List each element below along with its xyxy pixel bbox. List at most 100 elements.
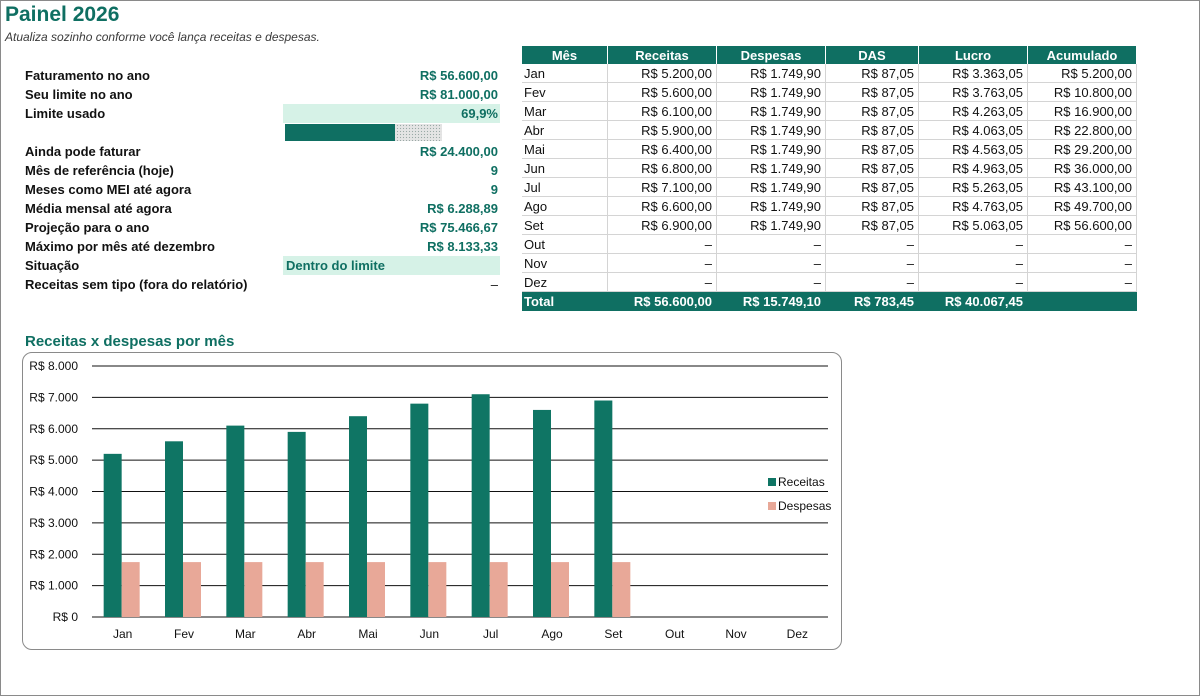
cell-lucro[interactable]: R$ 4.963,05 — [918, 158, 1028, 178]
header-acumulado[interactable]: Acumulado — [1027, 46, 1137, 64]
summary-value-faturamento[interactable]: R$ 56.600,00 — [419, 68, 498, 83]
cell-acumulado[interactable]: R$ 49.700,00 — [1027, 196, 1137, 216]
cell-receitas[interactable]: R$ 7.100,00 — [607, 177, 717, 197]
cell-das[interactable]: R$ 87,05 — [825, 82, 919, 102]
summary-value-limite[interactable]: R$ 81.000,00 — [419, 87, 498, 102]
summary-value-receitas-sem-tipo[interactable]: – — [490, 277, 498, 292]
cell-lucro[interactable]: R$ 4.763,05 — [918, 196, 1028, 216]
cell-despesas[interactable]: R$ 1.749,90 — [716, 82, 826, 102]
summary-value-projecao[interactable]: R$ 75.466,67 — [419, 220, 498, 235]
total-mes[interactable]: Total — [522, 291, 608, 311]
cell-lucro[interactable]: R$ 4.263,05 — [918, 101, 1028, 121]
cell-acumulado[interactable]: R$ 22.800,00 — [1027, 120, 1137, 140]
cell-acumulado[interactable]: R$ 10.800,00 — [1027, 82, 1137, 102]
cell-lucro[interactable]: R$ 5.263,05 — [918, 177, 1028, 197]
cell-mes[interactable]: Fev — [522, 82, 608, 102]
cell-mes[interactable]: Dez — [522, 272, 608, 292]
header-das[interactable]: DAS — [825, 46, 919, 64]
cell-lucro[interactable]: R$ 5.063,05 — [918, 215, 1028, 235]
cell-receitas[interactable]: R$ 6.400,00 — [607, 139, 717, 159]
cell-acumulado[interactable]: R$ 29.200,00 — [1027, 139, 1137, 159]
cell-mes[interactable]: Nov — [522, 253, 608, 273]
header-lucro[interactable]: Lucro — [918, 46, 1028, 64]
cell-despesas[interactable]: – — [716, 234, 826, 254]
cell-acumulado[interactable]: R$ 36.000,00 — [1027, 158, 1137, 178]
cell-receitas[interactable]: R$ 6.600,00 — [607, 196, 717, 216]
cell-despesas[interactable]: R$ 1.749,90 — [716, 196, 826, 216]
cell-mes[interactable]: Out — [522, 234, 608, 254]
cell-despesas[interactable]: R$ 1.749,90 — [716, 101, 826, 121]
cell-mes[interactable]: Jul — [522, 177, 608, 197]
cell-mes[interactable]: Mai — [522, 139, 608, 159]
bar-receitas-mar — [226, 425, 245, 617]
total-lucro[interactable]: R$ 40.067,45 — [918, 291, 1028, 311]
cell-receitas[interactable]: R$ 5.200,00 — [607, 64, 717, 83]
summary-value-meses-mei[interactable]: 9 — [490, 182, 498, 197]
cell-mes[interactable]: Set — [522, 215, 608, 235]
summary-value-situacao[interactable]: Dentro do limite — [286, 258, 385, 273]
total-das[interactable]: R$ 783,45 — [825, 291, 919, 311]
cell-lucro[interactable]: – — [918, 253, 1028, 273]
cell-das[interactable]: R$ 87,05 — [825, 120, 919, 140]
legend-swatch-despesas — [768, 502, 776, 510]
cell-receitas[interactable]: – — [607, 272, 717, 292]
header-despesas[interactable]: Despesas — [716, 46, 826, 64]
cell-lucro[interactable]: R$ 4.563,05 — [918, 139, 1028, 159]
summary-label-meses-mei: Meses como MEI até agora — [25, 182, 192, 197]
header-receitas[interactable]: Receitas — [607, 46, 717, 64]
cell-acumulado[interactable]: – — [1027, 253, 1137, 273]
total-acumulado[interactable] — [1027, 291, 1137, 311]
cell-das[interactable]: R$ 87,05 — [825, 158, 919, 178]
cell-acumulado[interactable]: R$ 5.200,00 — [1027, 64, 1137, 83]
chart-container[interactable]: R$ 0 R$ 1.000 R$ 2.000 R$ 3.000 R$ 4.000 R$ 5… — [22, 352, 842, 650]
table-row: Nov – – – – – — [522, 253, 1137, 273]
cell-das[interactable]: R$ 87,05 — [825, 101, 919, 121]
cell-receitas[interactable]: – — [607, 253, 717, 273]
cell-lucro[interactable]: R$ 3.363,05 — [918, 64, 1028, 83]
cell-despesas[interactable]: – — [716, 272, 826, 292]
cell-despesas[interactable]: R$ 1.749,90 — [716, 177, 826, 197]
summary-value-maximo-mes[interactable]: R$ 8.133,33 — [427, 239, 498, 254]
summary-value-mes-referencia[interactable]: 9 — [490, 163, 498, 178]
cell-mes[interactable]: Ago — [522, 196, 608, 216]
cell-receitas[interactable]: – — [607, 234, 717, 254]
cell-lucro[interactable]: – — [918, 272, 1028, 292]
cell-das[interactable]: R$ 87,05 — [825, 177, 919, 197]
cell-despesas[interactable]: R$ 1.749,90 — [716, 64, 826, 83]
cell-receitas[interactable]: R$ 6.800,00 — [607, 158, 717, 178]
cell-receitas[interactable]: R$ 6.900,00 — [607, 215, 717, 235]
cell-receitas[interactable]: R$ 5.600,00 — [607, 82, 717, 102]
total-receitas[interactable]: R$ 56.600,00 — [607, 291, 717, 311]
cell-despesas[interactable]: R$ 1.749,90 — [716, 158, 826, 178]
header-mes[interactable]: Mês — [522, 46, 608, 64]
total-despesas[interactable]: R$ 15.749,10 — [716, 291, 826, 311]
cell-das[interactable]: R$ 87,05 — [825, 196, 919, 216]
cell-despesas[interactable]: – — [716, 253, 826, 273]
cell-lucro[interactable]: R$ 4.063,05 — [918, 120, 1028, 140]
cell-mes[interactable]: Abr — [522, 120, 608, 140]
cell-acumulado[interactable]: R$ 16.900,00 — [1027, 101, 1137, 121]
cell-despesas[interactable]: R$ 1.749,90 — [716, 139, 826, 159]
cell-mes[interactable]: Mar — [522, 101, 608, 121]
cell-acumulado[interactable]: R$ 56.600,00 — [1027, 215, 1137, 235]
summary-value-media-mensal[interactable]: R$ 6.288,89 — [427, 201, 498, 216]
cell-das[interactable]: – — [825, 234, 919, 254]
cell-das[interactable]: – — [825, 253, 919, 273]
cell-das[interactable]: R$ 87,05 — [825, 139, 919, 159]
summary-value-limite-usado[interactable]: 69,9% — [461, 106, 498, 121]
cell-lucro[interactable]: – — [918, 234, 1028, 254]
cell-mes[interactable]: Jan — [522, 64, 608, 83]
cell-acumulado[interactable]: – — [1027, 272, 1137, 292]
cell-das[interactable]: R$ 87,05 — [825, 215, 919, 235]
cell-mes[interactable]: Jun — [522, 158, 608, 178]
cell-das[interactable]: R$ 87,05 — [825, 64, 919, 83]
cell-acumulado[interactable]: – — [1027, 234, 1137, 254]
cell-receitas[interactable]: R$ 6.100,00 — [607, 101, 717, 121]
cell-das[interactable]: – — [825, 272, 919, 292]
cell-despesas[interactable]: R$ 1.749,90 — [716, 120, 826, 140]
cell-receitas[interactable]: R$ 5.900,00 — [607, 120, 717, 140]
cell-despesas[interactable]: R$ 1.749,90 — [716, 215, 826, 235]
cell-lucro[interactable]: R$ 3.763,05 — [918, 82, 1028, 102]
summary-value-ainda-pode[interactable]: R$ 24.400,00 — [419, 144, 498, 159]
cell-acumulado[interactable]: R$ 43.100,00 — [1027, 177, 1137, 197]
